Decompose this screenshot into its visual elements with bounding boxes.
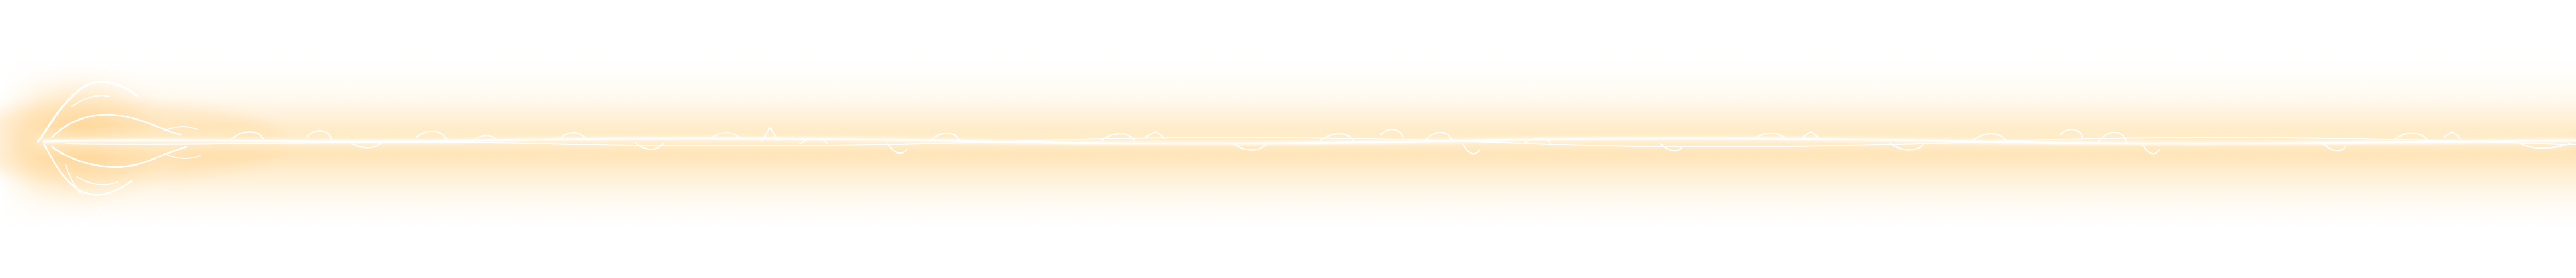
vine-lines: [37, 64, 2576, 217]
